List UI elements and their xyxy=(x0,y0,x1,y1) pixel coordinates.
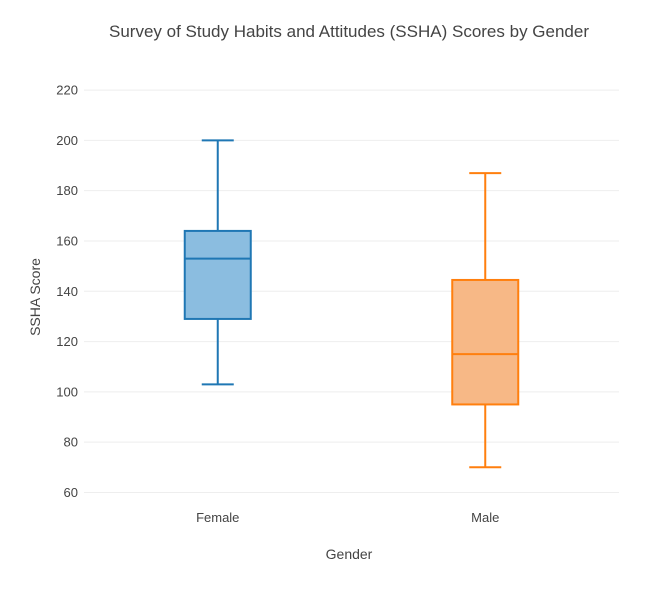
y-tick-label: 200 xyxy=(56,133,78,148)
y-tick-label: 160 xyxy=(56,233,78,248)
iqr-box xyxy=(183,229,252,320)
y-tick-label: 60 xyxy=(64,485,78,500)
chart-title: Survey of Study Habits and Attitudes (SS… xyxy=(109,22,589,41)
x-tick-label: Female xyxy=(196,510,239,525)
iqr-box xyxy=(451,278,520,406)
x-axis-title: Gender xyxy=(326,546,373,562)
y-tick-label: 140 xyxy=(56,284,78,299)
x-axis-ticks: Female Male xyxy=(196,510,499,525)
y-tick-label: 80 xyxy=(64,435,78,450)
y-axis-title: SSHA Score xyxy=(27,258,43,336)
y-tick-label: 180 xyxy=(56,183,78,198)
y-axis-ticks: 60 80 100 120 140 160 180 200 220 xyxy=(56,83,78,500)
box-layer xyxy=(183,139,520,469)
y-tick-label: 120 xyxy=(56,334,78,349)
x-tick-label: Male xyxy=(471,510,499,525)
box-female[interactable] xyxy=(183,139,252,386)
grid-layer xyxy=(84,89,619,493)
y-tick-label: 220 xyxy=(56,83,78,98)
y-tick-label: 100 xyxy=(56,384,78,399)
box-male[interactable] xyxy=(451,172,520,469)
